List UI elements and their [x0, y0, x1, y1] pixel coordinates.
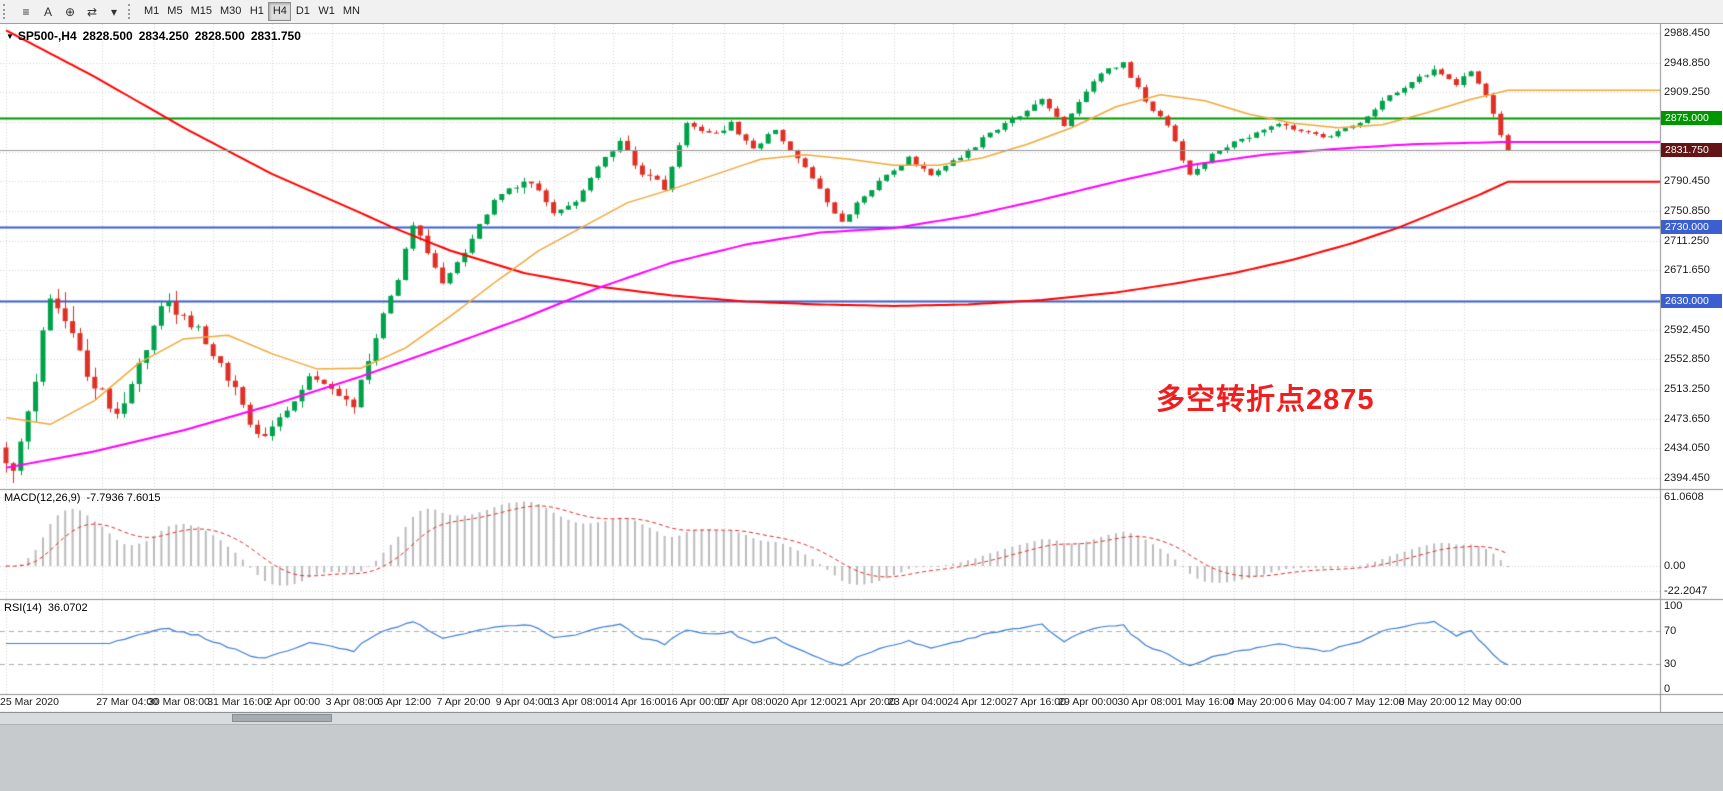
time-axis-label: 27 Mar 04:00 — [96, 696, 159, 708]
timeframe-H4[interactable]: H4 — [268, 2, 292, 21]
price-axis-label: 2988.450 — [1664, 27, 1710, 39]
current-price-badge: 2831.750 — [1661, 143, 1722, 158]
level-price-badge: 2630.000 — [1661, 294, 1722, 309]
price-axis-label: 2513.250 — [1664, 382, 1710, 395]
bar-close-value: 2831.750 — [250, 29, 301, 43]
time-axis-label: 30 Mar 08:00 — [148, 696, 210, 708]
time-axis-label: 1 May 16:00 — [1176, 696, 1235, 708]
time-axis-label: 31 Mar 16:00 — [207, 696, 270, 708]
time-axis-label: 4 May 20:00 — [1228, 696, 1287, 708]
time-axis-label: 12 May 00:00 — [1457, 696, 1522, 708]
time-axis-label: 2 Apr 00:00 — [266, 696, 321, 708]
time-axis-label: 3 Apr 08:00 — [325, 696, 380, 708]
time-axis-label: 24 Apr 12:00 — [947, 696, 1007, 708]
toolbar-grip[interactable] — [128, 4, 135, 19]
line-studies-toolbar: ≡ A ⊕ ⇄ ▾ — [15, 2, 125, 22]
time-axis-label: 7 May 12:00 — [1346, 696, 1405, 708]
time-axis-label: 30 Apr 08:00 — [1117, 696, 1177, 708]
macd-axis-label: 61.0608 — [1664, 491, 1704, 503]
price-axis-label: 2592.450 — [1664, 323, 1710, 336]
price-axis-label: 2711.250 — [1664, 234, 1710, 247]
time-axis-label: 7 Apr 20:00 — [436, 696, 491, 708]
timeframe-H1[interactable]: H1 — [245, 2, 268, 21]
text-tool-icon[interactable]: A — [37, 2, 59, 22]
timeframe-M30[interactable]: M30 — [216, 2, 245, 21]
timeframe-D1[interactable]: D1 — [291, 2, 314, 21]
price-axis-label: 2909.250 — [1664, 86, 1710, 99]
rsi-axis-label: 70 — [1664, 624, 1677, 637]
time-axis-label: 6 Apr 12:00 — [377, 696, 432, 708]
price-axis-label: 2948.850 — [1664, 56, 1710, 69]
price-axis-label: 2790.450 — [1664, 175, 1710, 188]
level-price-badge: 2730.000 — [1661, 219, 1722, 234]
time-axis-label: 13 Apr 08:00 — [547, 696, 608, 708]
bottom-gutter — [0, 712, 1723, 791]
price-axis[interactable]: 2988.4502948.8502909.2502869.6502830.050… — [1660, 24, 1723, 712]
time-axis-label: 17 Apr 08:00 — [717, 696, 778, 708]
macd-indicator-label: MACD(12,26,9) -7.7936 7.6015 — [4, 492, 166, 504]
toolbar-grip[interactable] — [3, 4, 10, 19]
toolbar-more-caret[interactable]: ▾ — [103, 2, 125, 22]
rsi-axis-label: 100 — [1664, 600, 1683, 612]
macd-current-values: -7.7936 7.6015 — [86, 492, 161, 504]
bar-low-value: 2828.500 — [194, 29, 245, 43]
rsi-current-value: 36.0702 — [47, 602, 88, 614]
macd-axis-label: -22.2047 — [1664, 585, 1708, 598]
time-axis-label: 23 Apr 04:00 — [888, 696, 948, 708]
timeframe-toolbar: M1 M5 M15 M30 H1 H4 D1 W1 MN — [140, 2, 364, 21]
macd-name: MACD(12,26,9) — [4, 492, 81, 504]
price-axis-label: 2434.050 — [1664, 442, 1710, 455]
price-axis-label: 2552.850 — [1664, 353, 1710, 366]
time-axis-label: 16 Apr 00:00 — [666, 696, 726, 708]
chart-annotation-text: 多空转折点2875 — [1156, 384, 1375, 416]
rsi-indicator-label: RSI(14) 36.0702 — [4, 602, 94, 614]
time-axis-label: 29 Apr 00:00 — [1058, 696, 1118, 708]
rsi-axis-label: 0 — [1664, 683, 1671, 696]
time-axis-label: 6 May 04:00 — [1287, 696, 1346, 708]
chart-list-icon[interactable]: ≡ — [15, 2, 37, 22]
crosshair-tool-icon[interactable]: ⊕ — [59, 2, 81, 22]
horizontal-scrollbar[interactable] — [0, 713, 1723, 725]
rsi-axis-label: 30 — [1664, 658, 1677, 671]
chart-canvas[interactable] — [0, 24, 1723, 791]
time-axis-label: 25 Mar 2020 — [0, 696, 59, 708]
time-axis-label: 14 Apr 16:00 — [606, 696, 667, 708]
level-price-badge: 2875.000 — [1661, 110, 1722, 125]
symbol-timeframe-label: SP500-,H4 — [17, 29, 77, 43]
macd-axis-label: 0.00 — [1664, 560, 1686, 572]
rsi-name: RSI(14) — [4, 602, 42, 614]
time-axis-label: 21 Apr 20:00 — [836, 696, 896, 708]
bar-high-value: 2834.250 — [138, 29, 189, 43]
scrollbar-thumb[interactable] — [232, 714, 332, 722]
time-axis-label: 8 May 20:00 — [1398, 696, 1457, 708]
time-axis-label: 27 Apr 16:00 — [1006, 696, 1066, 708]
time-axis[interactable]: 25 Mar 2020 27 Mar 04:00 30 Mar 08:00 31 Ma… — [0, 694, 1660, 712]
price-axis-label: 2671.650 — [1664, 264, 1710, 277]
bar-open-value: 2828.500 — [82, 29, 133, 43]
timeframe-M5[interactable]: M5 — [163, 2, 186, 21]
main-toolbar: ≡ A ⊕ ⇄ ▾ M1 M5 M15 M30 H1 H4 D1 W1 MN — [0, 0, 1723, 24]
price-axis-label: 2473.650 — [1664, 412, 1710, 425]
chart-ohlc-header: ▼ SP500-,H4 2828.500 2834.250 2828.500 2831.7… — [6, 29, 307, 43]
collapse-triangle-icon[interactable]: ▼ — [6, 32, 14, 41]
timeframe-W1[interactable]: W1 — [314, 2, 339, 21]
time-axis-label: 20 Apr 12:00 — [777, 696, 837, 708]
timeframe-M1[interactable]: M1 — [140, 2, 163, 21]
price-axis-label: 2750.850 — [1664, 204, 1710, 217]
timeframe-M15[interactable]: M15 — [187, 2, 216, 21]
cycles-tool-icon[interactable]: ⇄ — [81, 2, 103, 22]
timeframe-MN[interactable]: MN — [339, 2, 364, 21]
time-axis-label: 9 Apr 04:00 — [495, 696, 550, 708]
price-axis-label: 2394.450 — [1664, 471, 1710, 484]
